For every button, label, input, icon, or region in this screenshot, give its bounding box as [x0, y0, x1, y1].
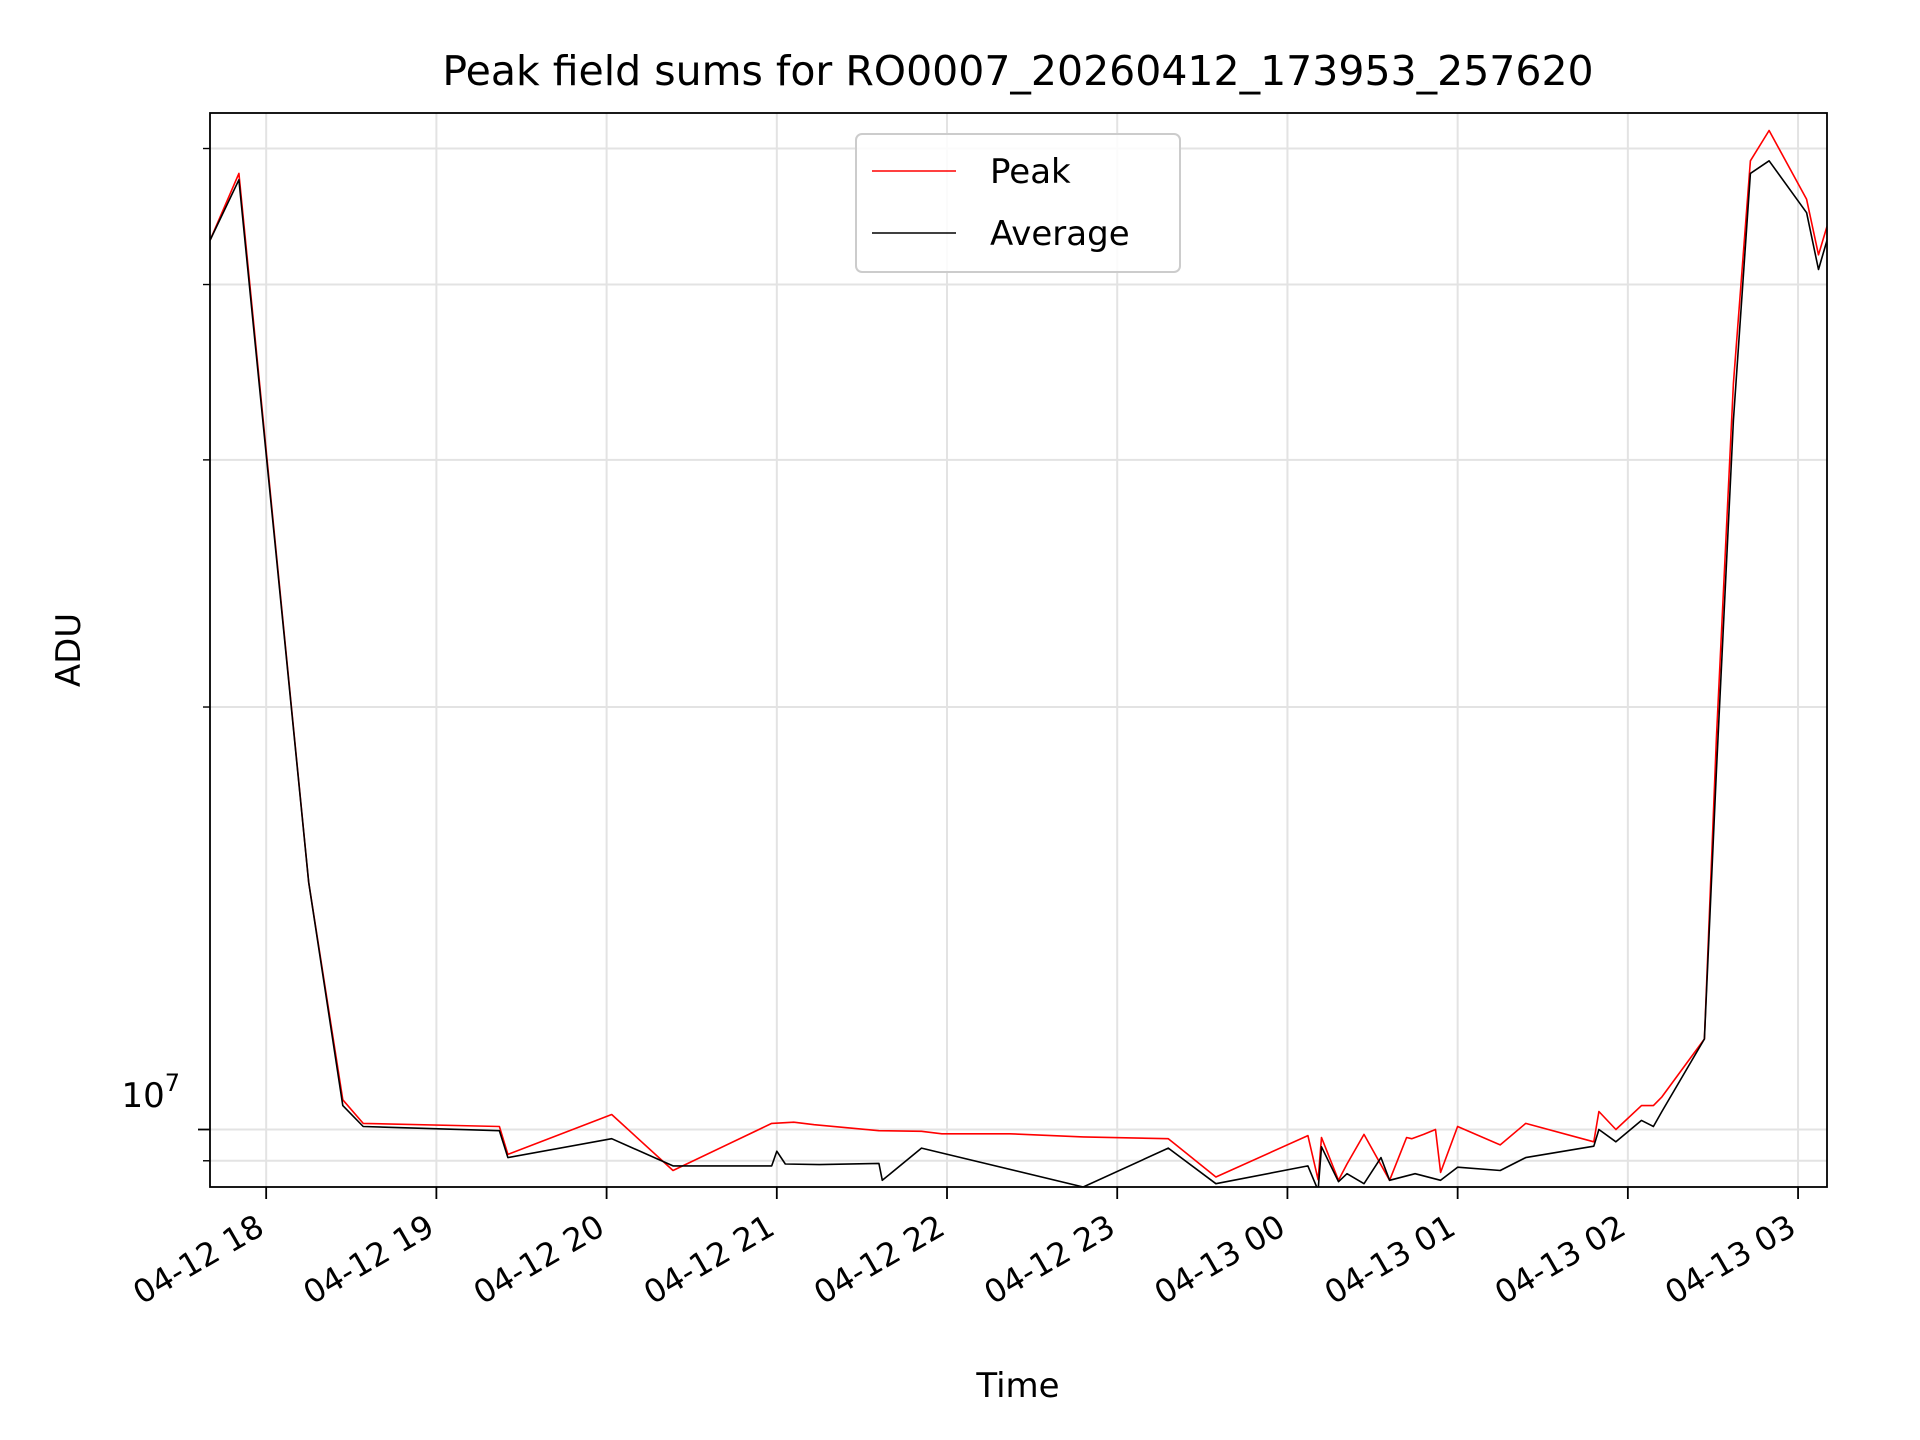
chart-title: Peak field sums for RO0007_20260412_1739… — [442, 47, 1593, 95]
axes-frame — [209, 112, 1828, 1188]
grid — [210, 113, 1827, 1187]
legend-label-average: Average — [990, 214, 1130, 254]
legend-label-peak: Peak — [990, 152, 1071, 192]
legend-box — [855, 133, 1181, 273]
plot-area — [210, 113, 1827, 1187]
y-axis-label: ADU — [49, 613, 89, 687]
x-axis-label: Time — [975, 1366, 1059, 1406]
y-axis-ticks: 107 — [121, 147, 210, 1162]
series-lines — [210, 129, 1827, 1187]
legend: Peak Average — [855, 133, 1181, 273]
y-tick-label: 107 — [121, 1069, 180, 1116]
series-line-average — [210, 160, 1827, 1187]
